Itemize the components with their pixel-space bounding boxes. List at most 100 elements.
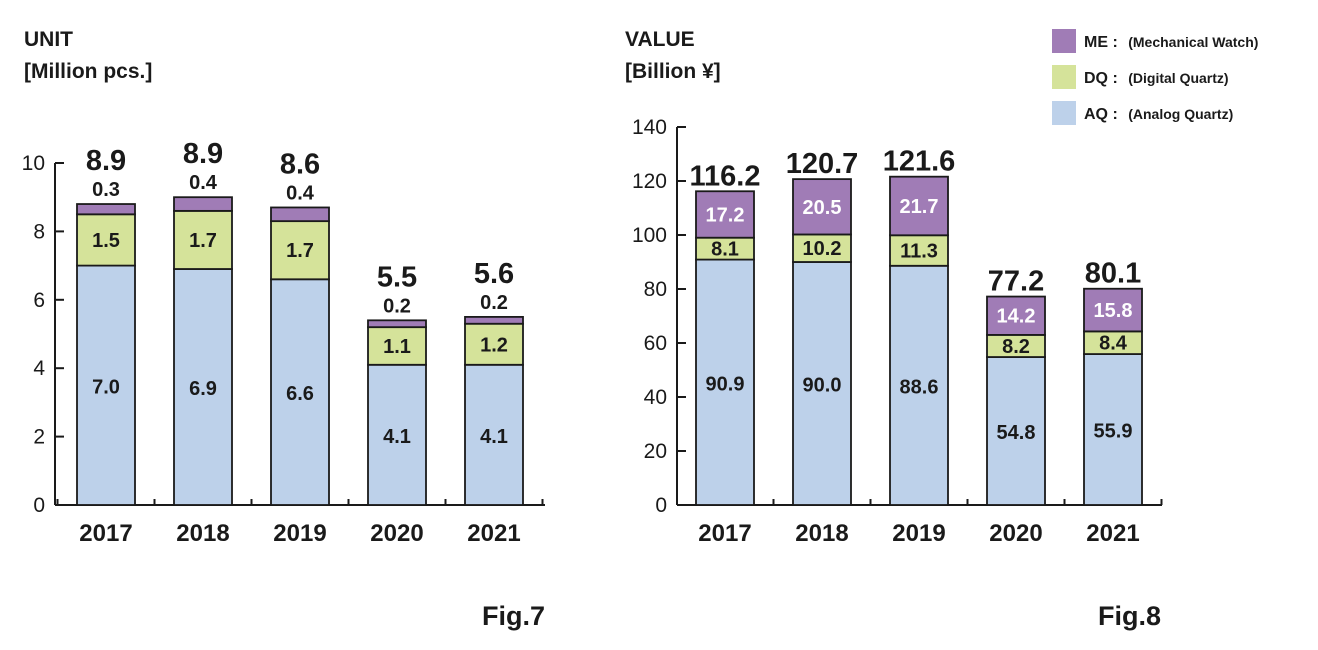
- fig8-label-dq-2019: 11.3: [900, 241, 938, 263]
- fig8-bar-me-2020: [986, 295, 1046, 336]
- fig8-bar-me-2021: [1083, 287, 1143, 333]
- legend-desc-dq: (Digital Quartz): [1128, 70, 1228, 86]
- fig8-ylabel: [Billion ¥]: [625, 60, 721, 83]
- fig7-bar-aq-2018: [173, 268, 233, 506]
- legend-label-aq: AQ : (Analog Quartz): [1084, 106, 1233, 123]
- fig8-category-2018: 2018: [795, 520, 848, 547]
- legend-key-me: ME :: [1084, 34, 1118, 51]
- fig7-label-aq-2017: 7.0: [92, 376, 120, 398]
- fig8-bar-me-2018: [792, 178, 852, 236]
- fig7-label-aq-2019: 6.6: [286, 383, 314, 405]
- fig8-total-2018: 120.7: [786, 148, 859, 180]
- fig7-category-2018: 2018: [176, 520, 229, 547]
- fig8-bar-aq-2017: [695, 258, 755, 506]
- fig8-total-2021: 80.1: [1085, 258, 1141, 290]
- fig7-bar-dq-2018: [173, 209, 233, 270]
- fig7-label-dq-2017: 1.5: [92, 230, 120, 252]
- fig7-y-tick-label: 0: [33, 494, 45, 517]
- fig8-total-2019: 121.6: [883, 146, 956, 178]
- fig8-label-me-2017: 17.2: [706, 204, 745, 226]
- fig7-label-dq-2021: 1.2: [480, 334, 508, 356]
- fig8-bar-dq-2019: [889, 234, 949, 267]
- fig8-plot: 0 20 40 60 80 100 120 140 90.9 8.1 17.2 116.2 2017 90…: [632, 116, 1163, 547]
- fig8-category-2021: 2021: [1086, 520, 1139, 547]
- legend-key-aq: AQ :: [1084, 106, 1118, 123]
- fig7-y-tick-label: 4: [33, 357, 45, 380]
- fig8-label-dq-2020: 8.2: [1002, 336, 1030, 358]
- fig7-category-2019: 2019: [273, 520, 326, 547]
- fig7-label-dq-2019: 1.7: [286, 240, 314, 262]
- fig7-label-me-2019: 0.4: [286, 182, 315, 204]
- fig7-label-dq-2020: 1.1: [383, 336, 411, 358]
- fig8-label-me-2018: 20.5: [803, 197, 842, 219]
- fig7-category-2020: 2020: [370, 520, 423, 547]
- fig7-bar-aq-2019: [270, 278, 330, 506]
- fig8-category-2019: 2019: [892, 520, 945, 547]
- fig7-label-me-2017: 0.3: [92, 179, 120, 201]
- fig8-bar-me-2017: [695, 190, 755, 239]
- fig7-plot: 02468107.01.50.38.920176.91.70.48.920186…: [22, 138, 545, 547]
- fig7-label-me-2018: 0.4: [189, 172, 218, 194]
- fig8-label-aq-2019: 88.6: [900, 376, 939, 398]
- fig8-y-tick-label: 20: [644, 440, 667, 463]
- fig7-caption: Fig.7: [482, 601, 545, 631]
- fig7-category-2021: 2021: [467, 520, 520, 547]
- fig8-y-tick-label: 120: [632, 170, 667, 193]
- fig8-label-dq-2018: 10.2: [803, 238, 842, 260]
- fig8-title: VALUE: [625, 28, 695, 51]
- fig7-bar-me-2019: [270, 206, 330, 223]
- fig7-total-2021: 5.6: [474, 258, 514, 290]
- fig7-label-me-2021: 0.2: [480, 292, 508, 314]
- fig8-y-tick-label: 100: [632, 224, 667, 247]
- fig7-bar-me-2021: [464, 315, 524, 325]
- fig7-category-2017: 2017: [79, 520, 132, 547]
- legend-swatch-dq: [1052, 65, 1076, 89]
- fig8-category-2020: 2020: [989, 520, 1042, 547]
- fig8-total-2017: 116.2: [690, 160, 761, 192]
- legend-swatch-me: [1052, 29, 1076, 53]
- fig7-title: UNIT: [24, 28, 73, 51]
- fig7-total-2019: 8.6: [280, 148, 320, 180]
- legend-label-dq: DQ : (Digital Quartz): [1084, 70, 1229, 87]
- fig7-y-tick-label: 2: [33, 426, 45, 449]
- fig8-label-aq-2020: 54.8: [997, 422, 1036, 444]
- fig8-label-dq-2021: 8.4: [1099, 333, 1128, 355]
- fig7-total-2017: 8.9: [86, 145, 126, 177]
- fig7-bar-dq-2017: [76, 213, 136, 267]
- fig7-y-tick-label: 6: [33, 289, 45, 312]
- legend-swatch-aq: [1052, 101, 1076, 125]
- fig7-label-me-2020: 0.2: [383, 295, 411, 317]
- fig8-category-2017: 2017: [698, 520, 751, 547]
- fig7-bar-me-2018: [173, 196, 233, 212]
- fig7-total-2018: 8.9: [183, 138, 223, 170]
- fig7-y-tick-label: 8: [33, 220, 45, 243]
- fig7-y-tick-label: 10: [22, 152, 45, 175]
- fig7-label-aq-2020: 4.1: [383, 426, 411, 448]
- fig8-label-aq-2018: 90.0: [803, 375, 842, 397]
- fig8-y-tick-label: 140: [632, 116, 667, 139]
- fig8-total-2020: 77.2: [988, 266, 1044, 298]
- fig7-bar-me-2020: [367, 319, 427, 329]
- fig8-y-tick-label: 0: [655, 494, 667, 517]
- legend: ME : (Mechanical Watch) DQ : (Digital Qu…: [1052, 29, 1258, 125]
- fig8-bar-aq-2019: [889, 264, 949, 506]
- fig7-total-2020: 5.5: [377, 261, 417, 293]
- fig7-bar-aq-2017: [76, 264, 136, 506]
- legend-label-me: ME : (Mechanical Watch): [1084, 34, 1258, 51]
- fig8-bar-aq-2018: [792, 261, 852, 506]
- fig8-bar-aq-2020: [986, 356, 1046, 506]
- fig7-label-aq-2021: 4.1: [480, 426, 508, 448]
- fig8-label-me-2020: 14.2: [997, 306, 1036, 328]
- fig8-bar-aq-2021: [1083, 353, 1143, 506]
- fig7-bar-aq-2020: [367, 363, 427, 506]
- legend-desc-aq: (Analog Quartz): [1128, 106, 1233, 122]
- fig7-bar-me-2017: [76, 203, 136, 216]
- legend-key-dq: DQ :: [1084, 70, 1118, 87]
- fig8-y-tick-label: 60: [644, 332, 667, 355]
- legend-desc-me: (Mechanical Watch): [1128, 34, 1258, 50]
- fig7-bar-dq-2021: [464, 322, 524, 366]
- fig7-bar-dq-2020: [367, 326, 427, 366]
- fig7-bar-dq-2019: [270, 220, 330, 281]
- fig8-bar-me-2019: [889, 175, 949, 237]
